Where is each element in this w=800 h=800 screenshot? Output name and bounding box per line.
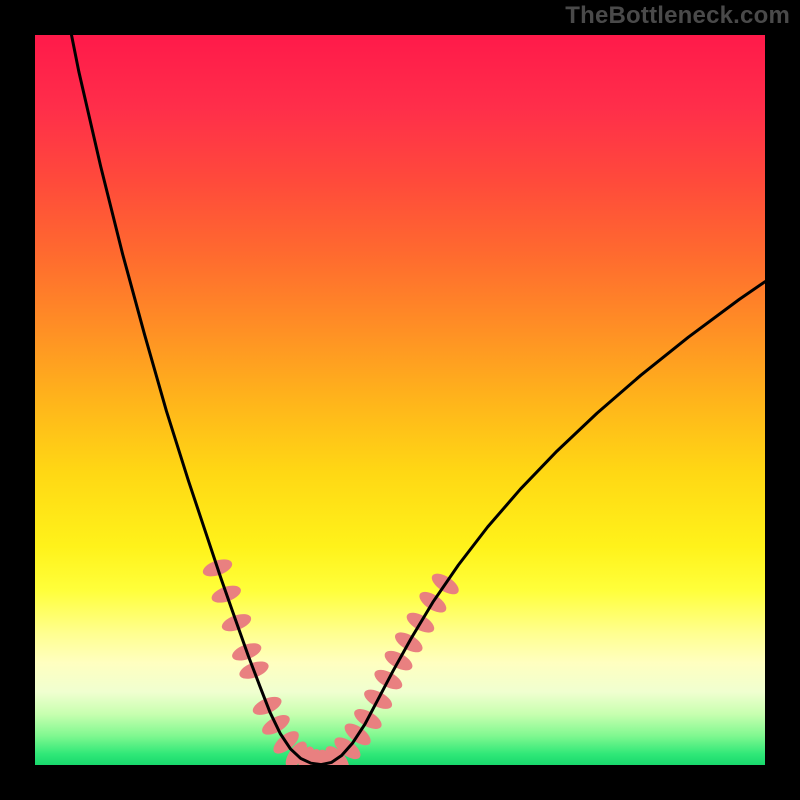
watermark-text: TheBottleneck.com (565, 2, 790, 30)
bottleneck-chart (0, 0, 800, 800)
